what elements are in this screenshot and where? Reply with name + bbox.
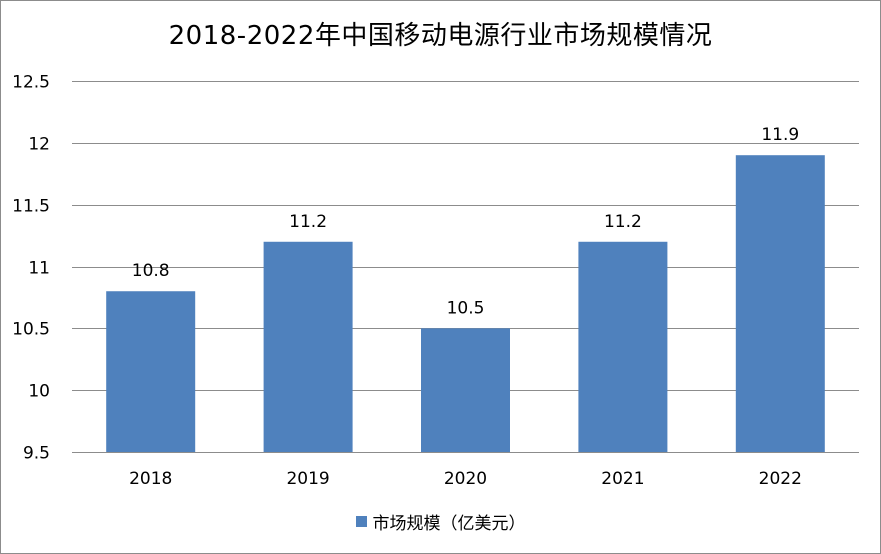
x-tick-label: 2020: [444, 469, 487, 489]
data-label: 10.8: [132, 261, 170, 281]
x-tick-label: 2021: [601, 469, 644, 489]
y-tick-label: 9.5: [23, 444, 50, 464]
legend-swatch: [355, 516, 367, 527]
data-label: 11.9: [761, 125, 799, 145]
y-tick-label: 11: [28, 259, 50, 279]
chart-title: 2018-2022年中国移动电源行业市场规模情况: [168, 21, 713, 51]
bar: [263, 241, 353, 452]
y-tick-label: 10.5: [12, 320, 50, 340]
bar: [735, 155, 825, 452]
x-tick-label: 2018: [129, 469, 172, 489]
data-label: 10.5: [447, 298, 485, 318]
x-tick-label: 2019: [286, 469, 329, 489]
data-label: 11.2: [289, 212, 327, 232]
bar: [421, 328, 510, 452]
legend-label: 市场规模（亿美元）: [372, 514, 526, 534]
y-tick-label: 12: [28, 135, 50, 155]
y-tick-label: 11.5: [12, 197, 50, 217]
legend: 市场规模（亿美元）: [1, 509, 880, 534]
y-tick-label: 10: [28, 382, 50, 402]
x-tick-label: 2022: [759, 469, 802, 489]
bar: [106, 291, 196, 452]
data-label: 11.2: [604, 212, 642, 232]
bar: [578, 241, 668, 452]
y-tick-label: 12.5: [12, 73, 50, 93]
